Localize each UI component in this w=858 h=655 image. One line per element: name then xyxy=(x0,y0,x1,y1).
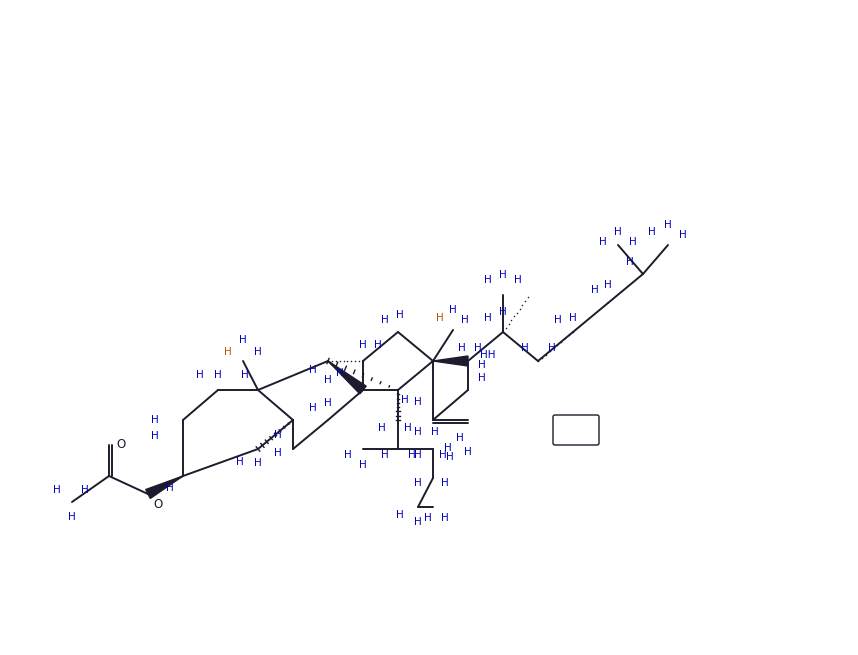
Text: H: H xyxy=(614,227,622,237)
Text: H: H xyxy=(626,257,634,267)
Text: H: H xyxy=(214,370,222,380)
Text: H: H xyxy=(408,450,416,460)
Text: H: H xyxy=(629,237,637,247)
Text: H: H xyxy=(424,513,432,523)
Text: H: H xyxy=(591,285,599,295)
Text: O: O xyxy=(154,498,163,510)
Text: H: H xyxy=(414,478,422,488)
Text: H: H xyxy=(444,443,452,453)
Text: H: H xyxy=(360,460,367,470)
Text: H: H xyxy=(464,447,472,457)
Text: H: H xyxy=(478,360,486,370)
Text: H: H xyxy=(461,315,468,325)
Text: H: H xyxy=(396,510,404,520)
Text: H: H xyxy=(604,280,612,290)
Text: Abs: Abs xyxy=(567,426,583,434)
Text: H: H xyxy=(309,403,317,413)
Text: H: H xyxy=(441,513,449,523)
Text: H: H xyxy=(381,315,389,325)
Text: H: H xyxy=(274,430,282,440)
Text: H: H xyxy=(166,483,174,493)
Text: H: H xyxy=(554,315,562,325)
Text: H: H xyxy=(324,375,332,385)
Text: HH: HH xyxy=(480,350,496,360)
Text: H: H xyxy=(309,365,317,375)
Text: H: H xyxy=(239,335,247,345)
Text: H: H xyxy=(404,423,412,433)
Text: H: H xyxy=(484,313,492,323)
Polygon shape xyxy=(146,476,183,498)
Text: H: H xyxy=(458,343,466,353)
Text: H: H xyxy=(151,431,159,441)
Polygon shape xyxy=(328,361,366,394)
Text: H: H xyxy=(436,313,444,323)
Text: H: H xyxy=(680,230,687,240)
Text: H: H xyxy=(381,450,389,460)
Text: H: H xyxy=(599,237,607,247)
Text: O: O xyxy=(117,438,125,451)
Text: H: H xyxy=(274,448,282,458)
Text: H: H xyxy=(254,347,262,357)
Text: H: H xyxy=(336,368,344,378)
Text: H: H xyxy=(521,343,529,353)
Text: H: H xyxy=(236,457,244,467)
Text: H: H xyxy=(414,427,422,437)
Text: H: H xyxy=(151,415,159,425)
Text: H: H xyxy=(241,370,249,380)
Text: H: H xyxy=(478,373,486,383)
Text: H: H xyxy=(414,517,422,527)
Text: H: H xyxy=(53,485,61,495)
Text: H: H xyxy=(648,227,656,237)
Text: H: H xyxy=(431,427,439,437)
Text: H: H xyxy=(68,512,76,522)
Text: H: H xyxy=(396,310,404,320)
FancyBboxPatch shape xyxy=(553,415,599,445)
Text: H: H xyxy=(474,343,482,353)
Text: H: H xyxy=(441,478,449,488)
Text: H: H xyxy=(664,220,672,230)
Text: H: H xyxy=(82,485,89,495)
Text: H: H xyxy=(324,398,332,408)
Text: H: H xyxy=(196,370,204,380)
Text: H: H xyxy=(402,395,409,405)
Text: H: H xyxy=(374,340,382,350)
Text: H: H xyxy=(414,397,422,407)
Text: H: H xyxy=(446,452,454,462)
Text: H: H xyxy=(499,307,507,317)
Text: H: H xyxy=(378,423,386,433)
Text: H: H xyxy=(456,433,464,443)
Text: H: H xyxy=(414,450,422,460)
Text: H: H xyxy=(449,305,456,315)
Text: H: H xyxy=(439,450,447,460)
Text: H: H xyxy=(514,275,522,285)
Text: H: H xyxy=(224,347,232,357)
Text: H: H xyxy=(499,270,507,280)
Text: H: H xyxy=(344,450,352,460)
Polygon shape xyxy=(433,356,468,366)
Text: H: H xyxy=(360,340,367,350)
Text: H: H xyxy=(569,313,577,323)
Text: H: H xyxy=(548,343,556,353)
Text: H: H xyxy=(254,458,262,468)
Text: H: H xyxy=(484,275,492,285)
